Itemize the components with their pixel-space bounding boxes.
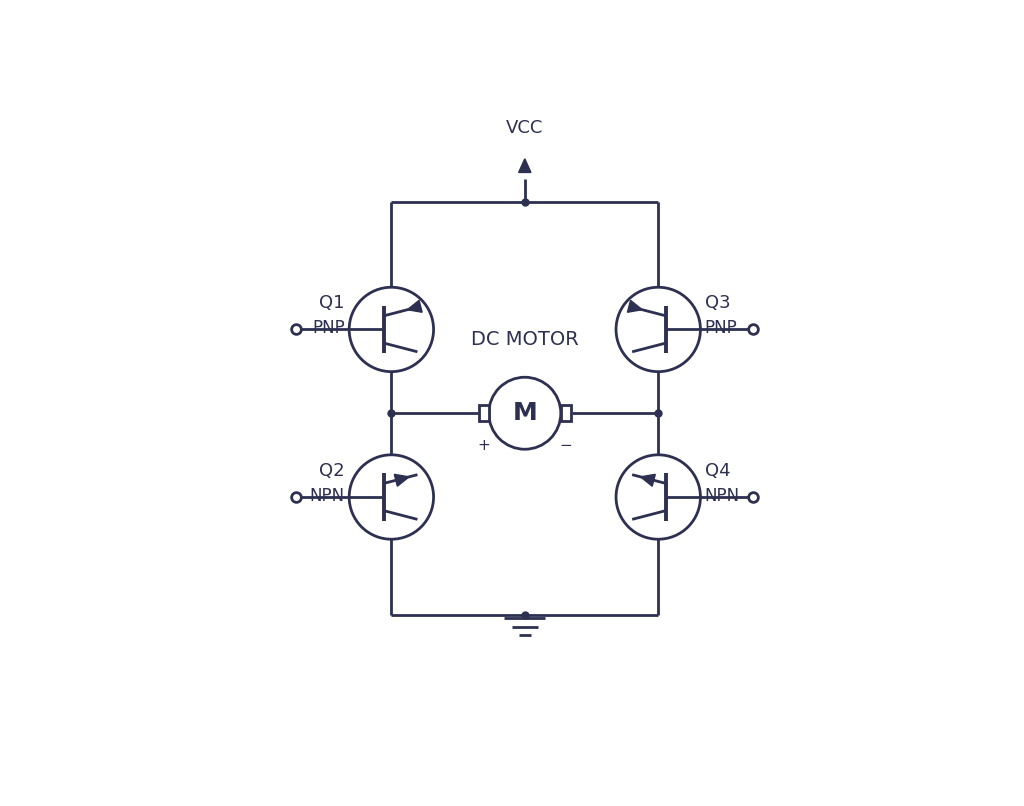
Text: PNP: PNP [312, 319, 345, 337]
Text: Q4: Q4 [705, 462, 730, 480]
Text: NPN: NPN [705, 487, 740, 505]
Text: +: + [477, 438, 490, 454]
Polygon shape [408, 301, 422, 312]
Bar [479, 405, 488, 422]
Text: DC MOTOR: DC MOTOR [471, 330, 579, 349]
Text: VCC: VCC [506, 119, 544, 137]
Text: Q3: Q3 [705, 294, 730, 313]
Text: PNP: PNP [705, 319, 737, 337]
Polygon shape [518, 159, 531, 172]
Text: M: M [512, 401, 538, 426]
Polygon shape [394, 474, 409, 486]
Text: NPN: NPN [309, 487, 345, 505]
Text: Q1: Q1 [319, 294, 345, 313]
Text: −: − [559, 438, 572, 454]
Text: Q2: Q2 [319, 462, 345, 480]
Bar [561, 405, 570, 422]
Polygon shape [628, 301, 642, 312]
Polygon shape [641, 474, 655, 486]
Circle shape [488, 377, 561, 449]
